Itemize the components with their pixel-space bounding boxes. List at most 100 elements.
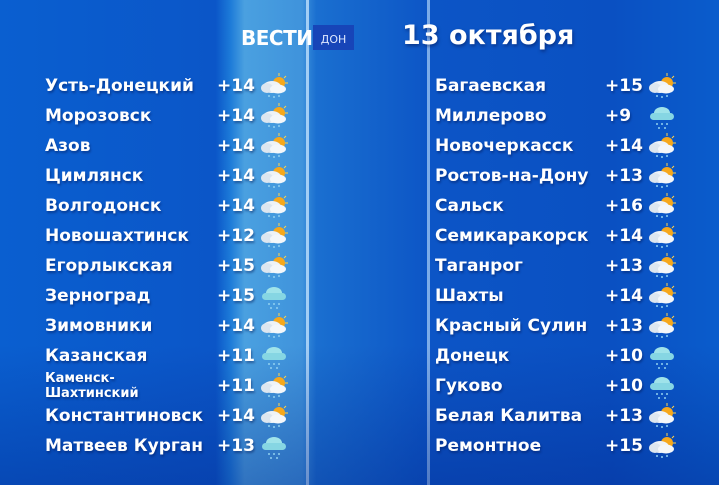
partly-cloudy-rain-icon — [259, 102, 289, 130]
temperature: +14 — [605, 136, 643, 156]
partly-cloudy-rain-icon — [647, 132, 677, 160]
city-name: Азов — [45, 136, 91, 156]
cloud-rain-icon — [259, 282, 289, 310]
city-row: Матвеев Курган +13 — [45, 432, 295, 462]
city-name: Багаевская — [435, 76, 547, 96]
partly-cloudy-rain-icon — [647, 192, 677, 220]
partly-cloudy-rain-icon — [647, 282, 677, 310]
city-row: Егорлыкская +15 — [45, 252, 295, 282]
city-row: Семикаракорск +14 — [435, 222, 685, 252]
city-row: Каменск-Шахтинский +11 — [45, 371, 295, 402]
city-row: Ремонтное +15 — [435, 432, 685, 462]
cloud-rain-icon — [647, 342, 677, 370]
city-name: Зимовники — [45, 316, 153, 336]
partly-cloudy-rain-icon — [647, 312, 677, 340]
temperature: +13 — [605, 406, 643, 426]
temperature: +14 — [217, 166, 255, 186]
cloud-rain-icon — [259, 432, 289, 460]
partly-cloudy-rain-icon — [647, 222, 677, 250]
left-city-list: Усть-Донецкий +14 Морозовск +14 Азов +14 Цимля… — [45, 72, 295, 462]
temperature: +13 — [605, 166, 643, 186]
divider — [427, 0, 430, 485]
temperature: +16 — [605, 196, 643, 216]
city-name: Ростов-на-Дону — [435, 166, 589, 186]
city-name: Сальск — [435, 196, 504, 216]
city-name: Каменск-Шахтинский — [45, 371, 139, 401]
partly-cloudy-rain-icon — [259, 312, 289, 340]
temperature: +12 — [217, 226, 255, 246]
temperature: +14 — [217, 316, 255, 336]
city-name: Волгодонск — [45, 196, 162, 216]
city-name: Егорлыкская — [45, 256, 173, 276]
temperature: +13 — [605, 316, 643, 336]
city-row: Ростов-на-Дону +13 — [435, 162, 685, 192]
vesti-logo: ВЕСТИ — [241, 26, 313, 50]
temperature: +15 — [605, 436, 643, 456]
temperature: +13 — [217, 436, 255, 456]
temperature: +10 — [605, 346, 643, 366]
background-fade — [0, 345, 719, 485]
temperature: +15 — [217, 286, 255, 306]
partly-cloudy-rain-icon — [647, 432, 677, 460]
city-row: Сальск +16 — [435, 192, 685, 222]
city-name: Таганрог — [435, 256, 523, 276]
right-city-list: Багаевская +15 Миллерово +9 Новочеркасск +14 Р… — [435, 72, 685, 462]
city-name: Морозовск — [45, 106, 152, 126]
city-name: Казанская — [45, 346, 148, 366]
temperature: +14 — [605, 286, 643, 306]
city-name: Цимлянск — [45, 166, 144, 186]
forecast-date: 13 октября — [402, 20, 575, 51]
city-row: Казанская +11 — [45, 342, 295, 372]
city-name: Матвеев Курган — [45, 436, 203, 456]
partly-cloudy-rain-icon — [259, 162, 289, 190]
city-name: Константиновск — [45, 406, 204, 426]
temperature: +14 — [217, 136, 255, 156]
city-row: Гуково +10 — [435, 372, 685, 402]
temperature: +14 — [217, 196, 255, 216]
temperature: +14 — [217, 406, 255, 426]
partly-cloudy-rain-icon — [647, 252, 677, 280]
divider — [306, 0, 309, 485]
city-name: Донецк — [435, 346, 510, 366]
partly-cloudy-rain-icon — [647, 72, 677, 100]
partly-cloudy-rain-icon — [259, 132, 289, 160]
partly-cloudy-rain-icon — [259, 402, 289, 430]
temperature: +11 — [217, 346, 255, 366]
city-row: Новошахтинск +12 — [45, 222, 295, 252]
temperature: +15 — [605, 76, 643, 96]
partly-cloudy-rain-icon — [259, 252, 289, 280]
city-name: Шахты — [435, 286, 504, 306]
city-row: Шахты +14 — [435, 282, 685, 312]
cloud-rain-icon — [647, 372, 677, 400]
city-row: Усть-Донецкий +14 — [45, 72, 295, 102]
city-row: Азов +14 — [45, 132, 295, 162]
city-row: Красный Сулин +13 — [435, 312, 685, 342]
city-row: Морозовск +14 — [45, 102, 295, 132]
city-row: Цимлянск +14 — [45, 162, 295, 192]
cloud-rain-icon — [259, 342, 289, 370]
city-row: Волгодонск +14 — [45, 192, 295, 222]
city-row: Зерноград +15 — [45, 282, 295, 312]
temperature: +9 — [605, 106, 632, 126]
temperature: +10 — [605, 376, 643, 396]
city-row: Новочеркасск +14 — [435, 132, 685, 162]
city-name: Ремонтное — [435, 436, 542, 456]
temperature: +11 — [217, 376, 255, 396]
partly-cloudy-rain-icon — [259, 192, 289, 220]
city-row: Таганрог +13 — [435, 252, 685, 282]
city-row: Багаевская +15 — [435, 72, 685, 102]
partly-cloudy-rain-icon — [647, 162, 677, 190]
city-name: Белая Калитва — [435, 406, 583, 426]
partly-cloudy-rain-icon — [259, 72, 289, 100]
partly-cloudy-rain-icon — [259, 372, 289, 400]
temperature: +14 — [605, 226, 643, 246]
city-row: Зимовники +14 — [45, 312, 295, 342]
city-name: Новошахтинск — [45, 226, 189, 246]
city-name: Зерноград — [45, 286, 151, 306]
city-name: Гуково — [435, 376, 503, 396]
city-row: Донецк +10 — [435, 342, 685, 372]
city-row: Белая Калитва +13 — [435, 402, 685, 432]
temperature: +14 — [217, 106, 255, 126]
city-name: Красный Сулин — [435, 316, 588, 336]
city-name: Усть-Донецкий — [45, 76, 194, 96]
